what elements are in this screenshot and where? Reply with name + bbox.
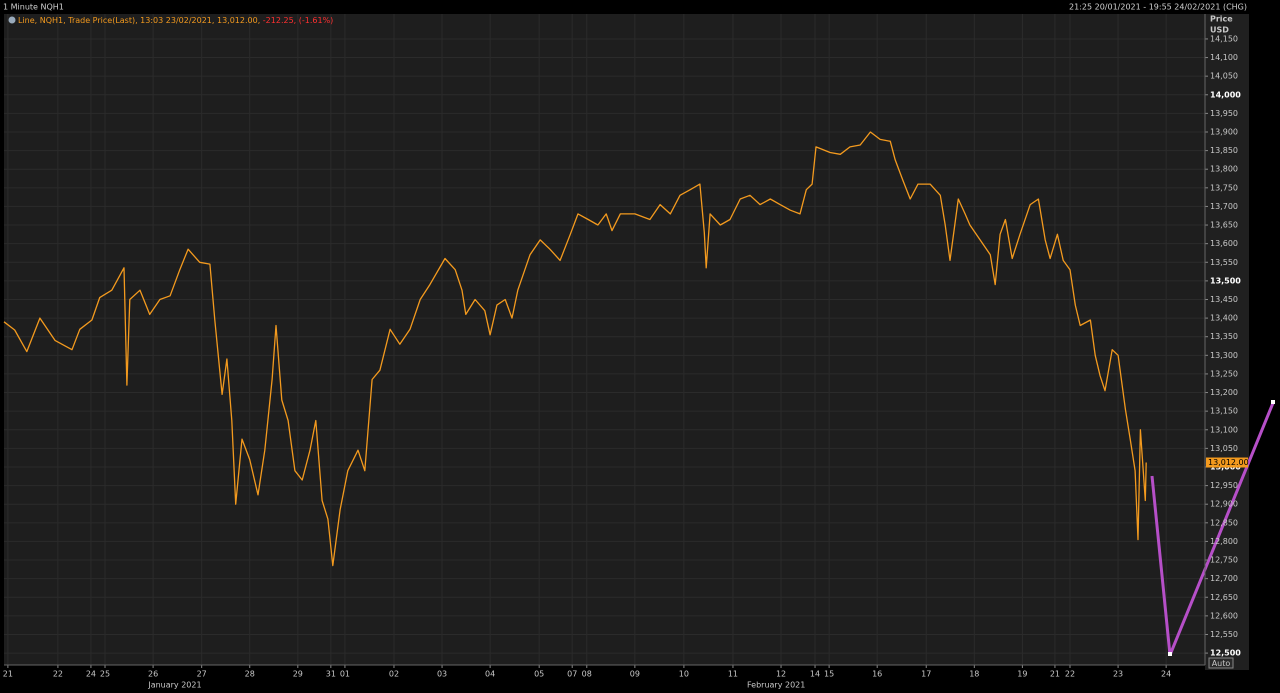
date-range: 21:25 20/01/2021 - 19:55 24/02/2021 (CHG… <box>1069 3 1247 12</box>
x-tick-label: 02 <box>389 670 399 679</box>
x-tick-label: 25 <box>100 670 110 679</box>
x-tick-label: 21 <box>1050 670 1060 679</box>
y-tick-label: 13,200 <box>1210 388 1238 397</box>
y-axis-title: Price <box>1210 15 1233 24</box>
y-axis-unit: USD <box>1210 26 1229 35</box>
x-tick-label: 28 <box>245 670 255 679</box>
x-tick-label: 26 <box>148 670 158 679</box>
x-tick-label: 03 <box>437 670 447 679</box>
y-tick-label: 12,600 <box>1210 611 1238 620</box>
x-tick-label: 15 <box>824 670 834 679</box>
month-label: February 2021 <box>747 681 805 690</box>
y-tick-label: 14,050 <box>1210 72 1238 81</box>
x-tick-label: 18 <box>969 670 979 679</box>
y-tick-label: 12,900 <box>1210 500 1238 509</box>
y-tick-label: 13,500 <box>1210 276 1241 285</box>
y-tick-label: 14,000 <box>1210 90 1241 99</box>
x-tick-label: 10 <box>679 670 689 679</box>
y-tick-label: 13,650 <box>1210 221 1238 230</box>
y-tick-label: 13,250 <box>1210 369 1238 378</box>
y-tick-label: 13,550 <box>1210 258 1238 267</box>
axes: 12,500 12,550 12,600 12,650 12,700 12,750 12,8… <box>3 14 1249 690</box>
x-tick-label: 29 <box>293 670 303 679</box>
y-tick-label: 12,850 <box>1210 518 1238 527</box>
x-tick-label: 01 <box>340 670 350 679</box>
x-tick-label: 24 <box>1161 670 1171 679</box>
x-tick-label: 19 <box>1017 670 1027 679</box>
annotation-handle <box>1168 652 1172 656</box>
y-tick-label: 13,850 <box>1210 146 1238 155</box>
y-tick-label: 13,350 <box>1210 332 1238 341</box>
x-tick-label: 17 <box>921 670 931 679</box>
price-line <box>3 131 1147 567</box>
x-tick-label: 09 <box>630 670 640 679</box>
x-tick-label: 22 <box>1065 670 1075 679</box>
y-tick-label: 12,950 <box>1210 481 1238 490</box>
y-tick-label: 13,600 <box>1210 239 1238 248</box>
y-tick-label: 13,800 <box>1210 165 1238 174</box>
x-tick-label: 22 <box>53 670 63 679</box>
auto-button[interactable] <box>1208 657 1234 669</box>
legend-entry: Line, NQH1, Trade Price(Last), 13:03 23/… <box>18 16 333 25</box>
x-tick-label: 23 <box>1113 670 1123 679</box>
plot <box>3 131 1147 567</box>
y-tick-label: 13,450 <box>1210 295 1238 304</box>
x-tick-label: 24 <box>86 670 96 679</box>
y-axis-area <box>1205 14 1249 670</box>
x-tick-label: 11 <box>728 670 738 679</box>
auto-button-label[interactable]: Auto <box>1212 659 1231 668</box>
legend-change: -212.25, (-1.61%) <box>263 16 334 25</box>
x-tick-label: 04 <box>485 670 495 679</box>
x-tick-label: 21 <box>3 670 13 679</box>
y-tick-label: 13,150 <box>1210 407 1238 416</box>
x-tick-label: 27 <box>197 670 207 679</box>
chart-title: 1 Minute NQH1 <box>3 3 64 12</box>
x-tick-label: 14 <box>810 670 820 679</box>
x-tick-label: 07 <box>567 670 577 679</box>
x-tick-label: 05 <box>534 670 544 679</box>
x-tick-label: 31 <box>326 670 336 679</box>
legend-name: Line, NQH1, Trade Price(Last), 13:03 23/… <box>18 16 260 25</box>
y-tick-label: 12,750 <box>1210 556 1238 565</box>
y-tick-label: 12,500 <box>1210 649 1241 658</box>
last-price-tag <box>1206 457 1248 468</box>
y-tick-label: 12,550 <box>1210 630 1238 639</box>
month-label: January 2021 <box>147 681 201 690</box>
last-price-label: 13,012.00 <box>1208 458 1249 467</box>
x-tick-label: 12 <box>776 670 786 679</box>
y-tick-label: 12,700 <box>1210 574 1238 583</box>
annotation-handle <box>1271 400 1275 404</box>
y-tick-label: 13,700 <box>1210 202 1238 211</box>
plot-area <box>4 14 1205 665</box>
x-tick-label: 08 <box>582 670 592 679</box>
grid <box>4 14 1205 665</box>
x-tick-label: 16 <box>872 670 882 679</box>
y-tick-label: 13,900 <box>1210 127 1238 136</box>
y-tick-label: 13,750 <box>1210 183 1238 192</box>
y-tick-label: 13,300 <box>1210 351 1238 360</box>
y-tick-label: 14,150 <box>1210 34 1238 43</box>
y-tick-label: 13,100 <box>1210 425 1238 434</box>
y-tick-label: 14,100 <box>1210 53 1238 62</box>
y-tick-label: 12,800 <box>1210 537 1238 546</box>
legend-icon <box>8 16 16 24</box>
y-tick-label: 13,050 <box>1210 444 1238 453</box>
y-tick-label: 13,400 <box>1210 314 1238 323</box>
y-tick-label: 13,950 <box>1210 109 1238 118</box>
y-tick-label: 12,650 <box>1210 593 1238 602</box>
